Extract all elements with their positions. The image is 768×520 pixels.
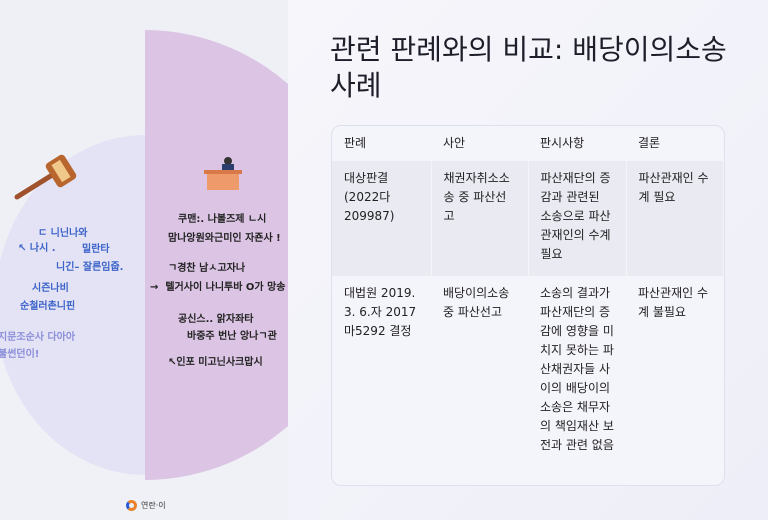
- table-header-row: 판례 사안 판시사항 결론: [332, 126, 724, 161]
- illustration-text: ㄷ 니닌나와: [38, 228, 88, 239]
- illustration-text: 순철러촌니핀: [20, 301, 76, 312]
- gavel-icon: [14, 154, 77, 200]
- logo-text: 연란·이: [141, 501, 166, 510]
- column-header: 판시사항: [540, 136, 585, 150]
- table-cell: 대법원 2019. 3. 6.자 2017마5292 결정: [344, 286, 417, 338]
- illustration-text: 니긴– 잘른임줍.: [56, 262, 124, 273]
- illustration-text: ㄱ경찬 남ㅅ고자나: [168, 263, 246, 274]
- illustration-text: 바중주 번난 앙나ㄱ관: [187, 331, 277, 342]
- table-cell: 파산재단의 증감과 관련된 소송으로 파산관재인의 수계 필요: [528, 161, 627, 276]
- illustration-text: 시즌나비: [32, 283, 69, 294]
- illustration-text: ↖인포 미고닌사크맙시: [168, 357, 263, 368]
- judge-bench-icon: [204, 157, 242, 190]
- illustration-text: 밀란타: [82, 244, 110, 255]
- illustration-text: → 텔거사이 나니투바 O가 망송: [150, 282, 286, 293]
- illustration-panel: ㄷ 니닌나와 ↖ 나시 . 밀란타 니긴– 잘른임줍. 시즌나비 순철러촌니핀 …: [0, 0, 288, 520]
- table-cell: 파산관재인 수계 필요: [626, 161, 724, 276]
- table-cell: 채권자취소소송 중 파산선고: [431, 161, 529, 276]
- table-row: 대상판결 (2022다 209987) 채권자취소소송 중 파산선고 파산재단의…: [332, 161, 724, 276]
- page-title: 관련 판례와의 비교: 배당이의소송 사례: [330, 33, 727, 102]
- comparison-table: 판례 사안 판시사항 결론 대상판결 (2022다 209987) 채권자취소소…: [332, 126, 724, 467]
- comparison-table-card: 판례 사안 판시사항 결론 대상판결 (2022다 209987) 채권자취소소…: [331, 125, 725, 486]
- purple-half-circle: [145, 30, 288, 480]
- table-row: 대법원 2019. 3. 6.자 2017마5292 결정 배당이의소송 중 파…: [332, 276, 724, 467]
- logo: 연란·이: [126, 500, 166, 511]
- logo-icon: [126, 500, 137, 511]
- illustration-text: 쿠맨:. 나볼즈제 ㄴ시: [178, 214, 267, 225]
- table-cell: 파산관재인 수계 불필요: [638, 286, 709, 319]
- illustration-text: 지문조순사 다아아: [0, 332, 76, 343]
- content-panel: 관련 판례와의 비교: 배당이의소송 사례 판례 사안 판시사항 결론 대상판결…: [288, 0, 768, 520]
- column-header: 사안: [443, 136, 466, 150]
- column-header: 판례: [344, 136, 367, 150]
- illustration-text: 불썬던이!: [0, 349, 40, 360]
- column-header: 결론: [638, 136, 661, 150]
- illustration-text: 공신스.. 앍자좌타: [178, 314, 254, 325]
- table-cell: 소송의 결과가 파산재단의 증감에 영향을 미치지 못하는 파산채권자들 사이의…: [540, 286, 614, 452]
- illustration-text: 맘나앙원와근미인 자죤사 !: [168, 233, 281, 244]
- table-cell: 배당이의소송 중 파산선고: [443, 286, 510, 319]
- illustration-text: ↖ 나시 .: [18, 243, 56, 254]
- table-cell: 대상판결 (2022다 209987): [332, 161, 432, 276]
